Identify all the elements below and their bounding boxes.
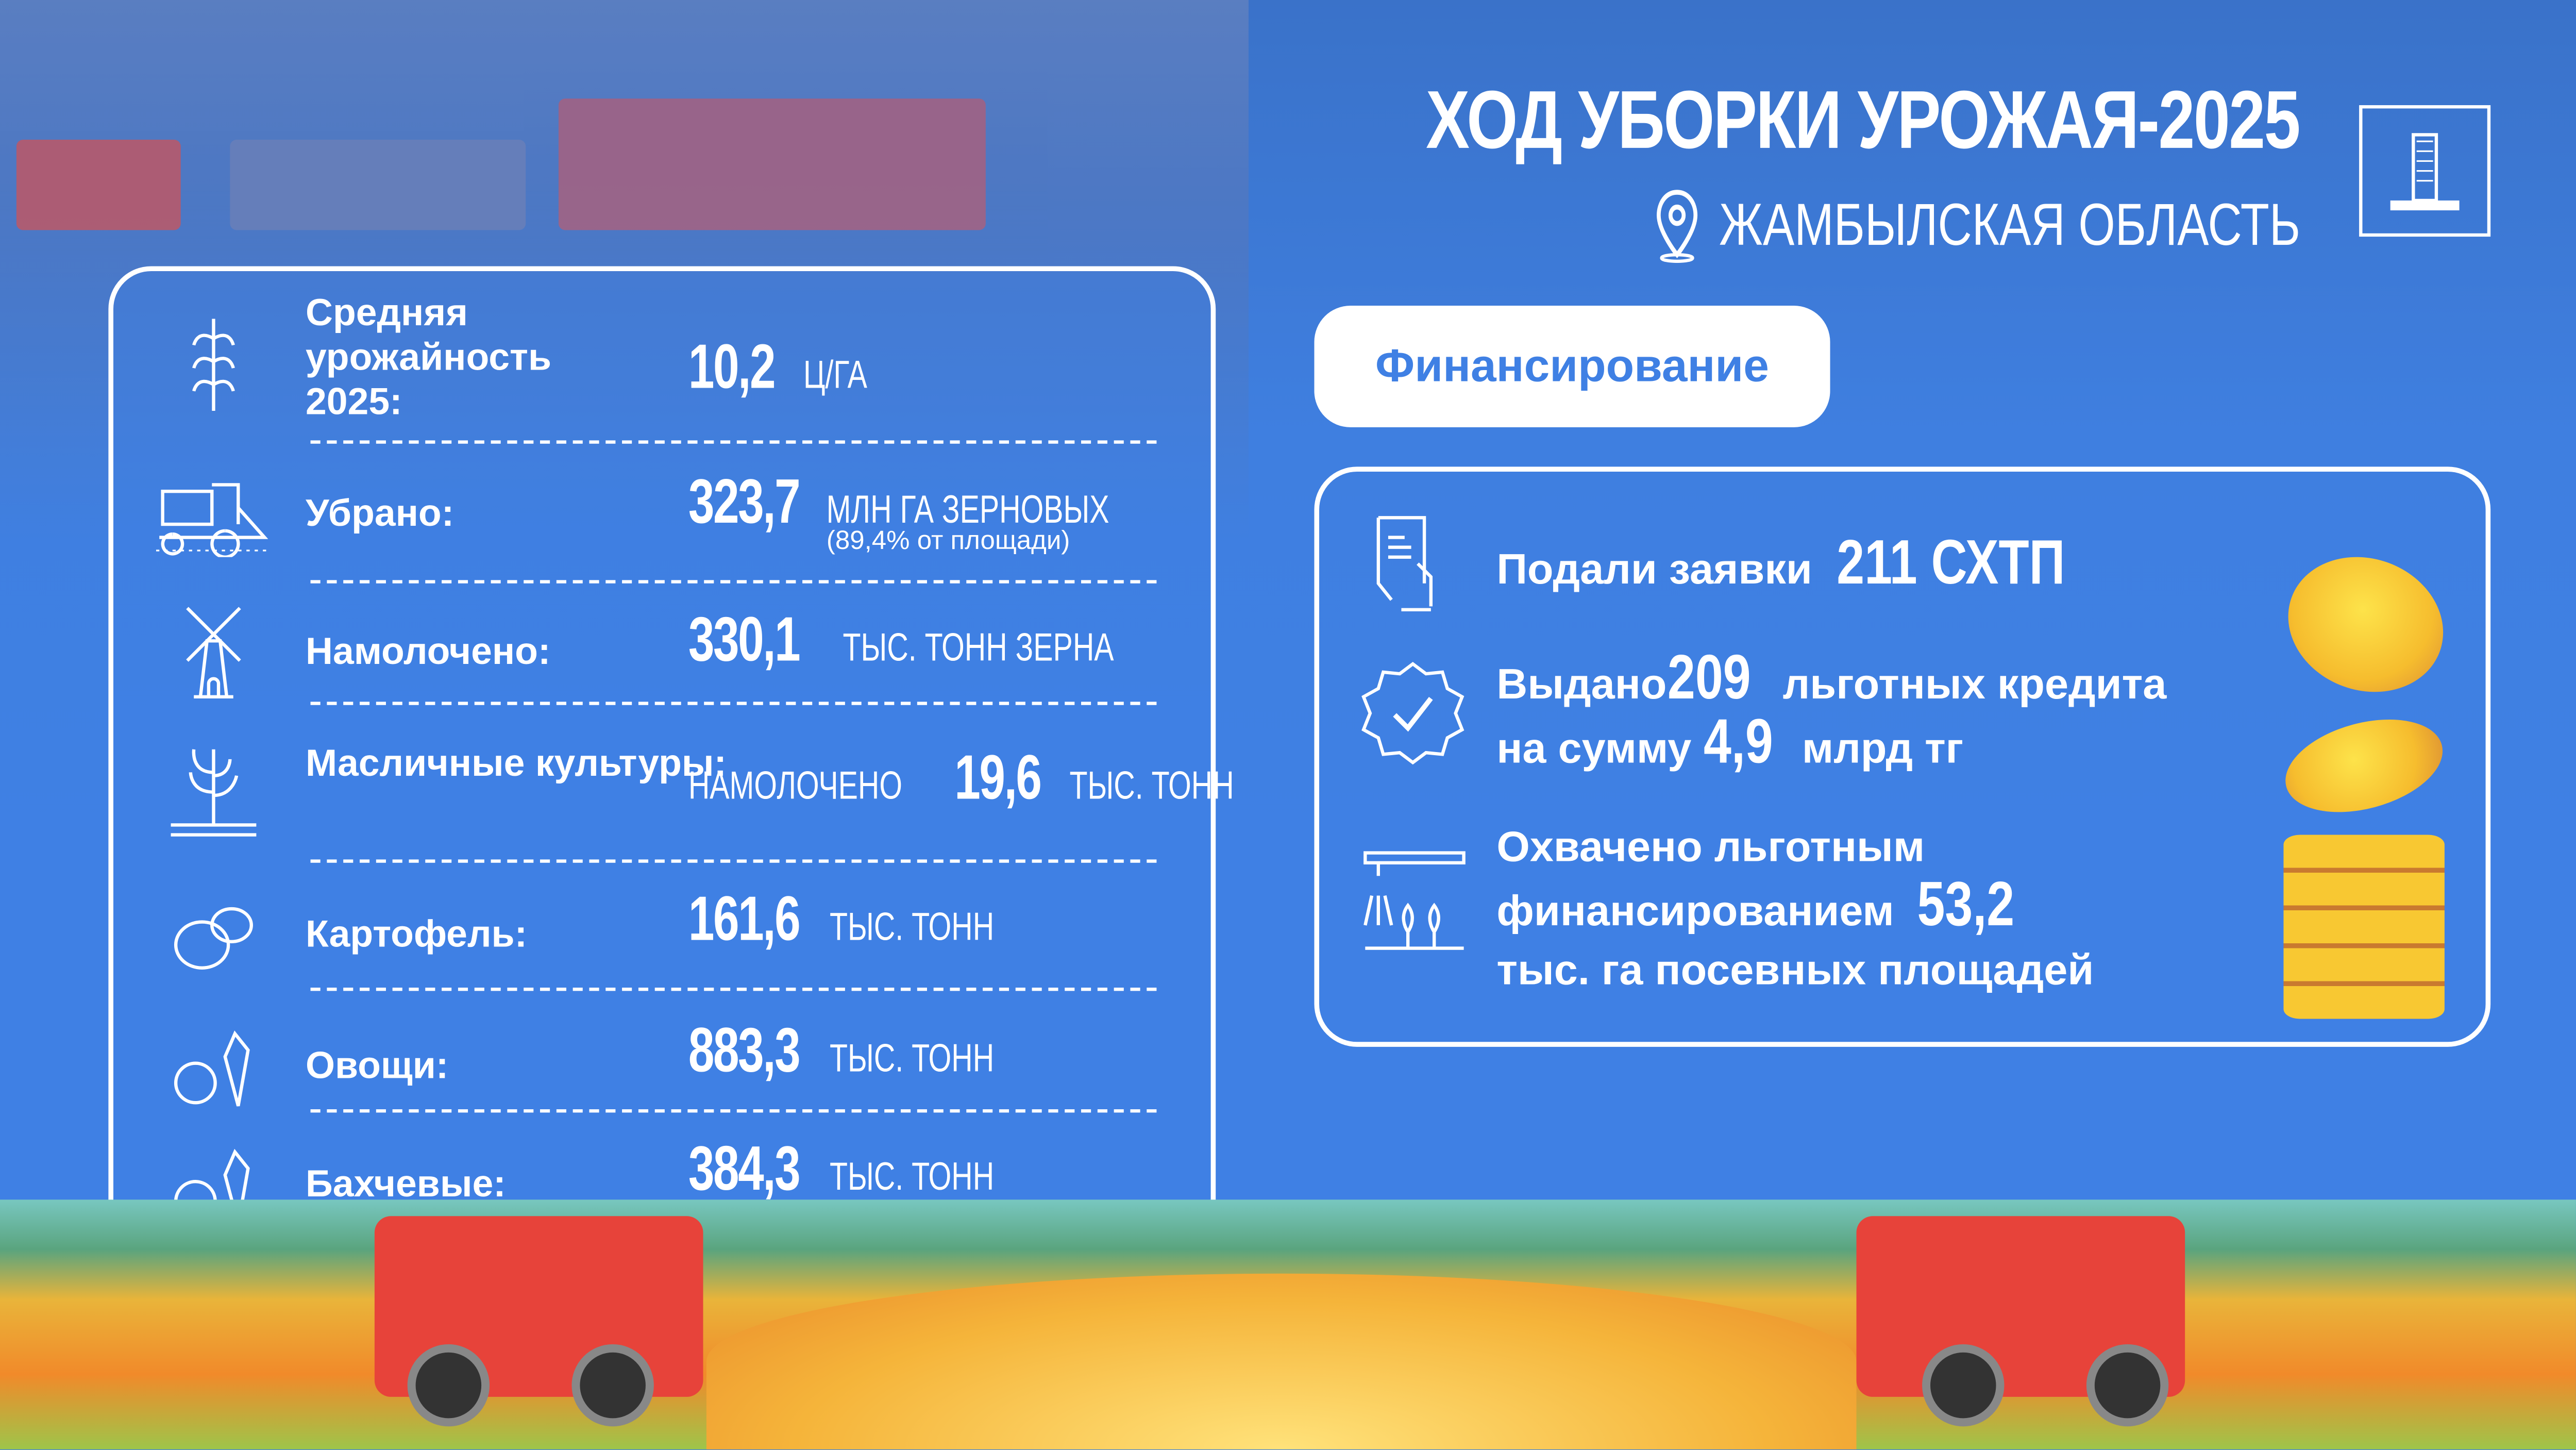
value-number: 53,2	[1917, 871, 2015, 940]
divider	[310, 859, 1157, 863]
approved-badge-icon	[1355, 656, 1470, 771]
divider	[310, 580, 1157, 584]
combine-harvester-illustration	[1856, 1216, 2185, 1427]
map-pin-icon	[1656, 190, 1697, 263]
application-document-icon	[1355, 508, 1470, 623]
value-unit: Ц/ГА	[803, 353, 867, 398]
region-text: ЖАМБЫЛСКАЯ ОБЛАСТЬ	[1719, 190, 2300, 258]
value-number: 211 СХТП	[1836, 529, 2065, 598]
value-number: 384,3	[688, 1135, 801, 1205]
text: на сумму	[1496, 723, 1692, 773]
stat-value: 330,1 ТЫС. ТОНН ЗЕРНА	[688, 606, 1204, 677]
coverage-text: Охвачено льготным финансированием 53,2 т…	[1496, 816, 2094, 999]
wheat-field-illustration	[706, 1273, 1857, 1449]
building-emblem-icon	[2359, 105, 2491, 237]
value-unit: ТЫС. ТОНН	[830, 905, 995, 950]
text: льготных кредита	[1782, 659, 2167, 709]
value-unit: ТЫС. ТОНН ЗЕРНА	[843, 626, 1114, 671]
divider	[310, 702, 1157, 705]
tractor-image	[16, 139, 181, 230]
stat-label: Средняя урожайность 2025:	[305, 291, 552, 423]
value-number: 10,2	[688, 334, 776, 403]
irrigation-icon	[1355, 843, 1470, 958]
stat-label: Убрано:	[305, 491, 454, 535]
value-number: 19,6	[954, 744, 1041, 814]
financing-panel: Подали заявки 211 СХТП Выдано209 льготны…	[1314, 466, 2491, 1047]
windmill-icon	[156, 593, 271, 708]
tractor-image	[230, 139, 526, 230]
value-unit: ТЫС. ТОНН	[1069, 764, 1234, 809]
value-number: 330,1	[688, 606, 801, 676]
stat-value: 10,2 Ц/ГА	[688, 334, 888, 404]
wheel	[407, 1344, 490, 1427]
wheel	[1922, 1344, 2005, 1427]
value-unit: ТЫС. ТОНН	[830, 1155, 995, 1200]
text: финансированием	[1496, 886, 1894, 936]
combine-harvester-icon	[156, 458, 272, 573]
plant-icon	[156, 731, 271, 846]
value-number: 883,3	[688, 1017, 801, 1087]
financing-button[interactable]: Финансирование	[1314, 305, 1830, 427]
harvest-stats-panel: Средняя урожайность 2025: 10,2 Ц/ГА Убран…	[108, 266, 1233, 1246]
value-prefix: НАМОЛОЧЕНО	[688, 764, 902, 809]
wheat-icon	[156, 307, 271, 422]
stat-label: Бахчевые:	[305, 1161, 506, 1205]
page-title: ХОД УБОРКИ УРОЖАЯ-2025	[1426, 74, 2301, 166]
region-label: ЖАМБЫЛСКАЯ ОБЛАСТЬ	[1653, 187, 2300, 263]
divider	[310, 988, 1157, 991]
divider	[310, 440, 1157, 444]
combine-image	[558, 98, 986, 230]
vegetables-icon	[156, 1007, 271, 1122]
value-unit: ТЫС. ТОНН	[830, 1037, 995, 1081]
text: Выдано	[1496, 659, 1667, 709]
coin-stack-image	[2283, 835, 2445, 1019]
stat-label: Картофель:	[305, 912, 528, 955]
stat-value: 384,3 ТЫС. ТОНН	[688, 1136, 1049, 1206]
value-number: 4,9	[1703, 708, 1773, 777]
text: млрд тг	[1801, 723, 1964, 773]
wheel	[571, 1344, 654, 1427]
stat-value: 161,6 ТЫС. ТОНН	[688, 886, 1049, 956]
wheel	[2086, 1344, 2169, 1427]
value-number: 209	[1666, 644, 1750, 713]
value-number: 323,7	[688, 468, 801, 538]
stat-value: 323,7 МЛН ГА ЗЕРНОВЫХ (89,4% от площади)	[688, 469, 1204, 557]
stat-label: Намолочено:	[305, 629, 551, 672]
potato-icon	[156, 879, 271, 994]
text: Подали заявки	[1496, 544, 1812, 593]
credits-text: Выдано209 льготных кредита на сумму 4,9 …	[1496, 644, 2167, 777]
value-unit: МЛН ГА ЗЕРНОВЫХ	[826, 488, 1109, 532]
value-number: 161,6	[688, 886, 801, 955]
stat-value: НАМОЛОЧЕНО 19,6 ТЫС. ТОНН	[688, 744, 1288, 815]
stat-label: Масличные культуры:	[305, 741, 727, 784]
stat-value: 883,3 ТЫС. ТОНН	[688, 1017, 1049, 1088]
text: тыс. га посевных площадей	[1496, 945, 2094, 994]
stat-label: Овощи:	[305, 1043, 449, 1087]
value-note: (89,4% от площади)	[826, 527, 1070, 556]
text: Охвачено льготным	[1496, 822, 1925, 871]
applications-text: Подали заявки 211 СХТП	[1496, 529, 2121, 598]
combine-harvester-illustration	[374, 1216, 703, 1427]
divider	[310, 1109, 1157, 1113]
